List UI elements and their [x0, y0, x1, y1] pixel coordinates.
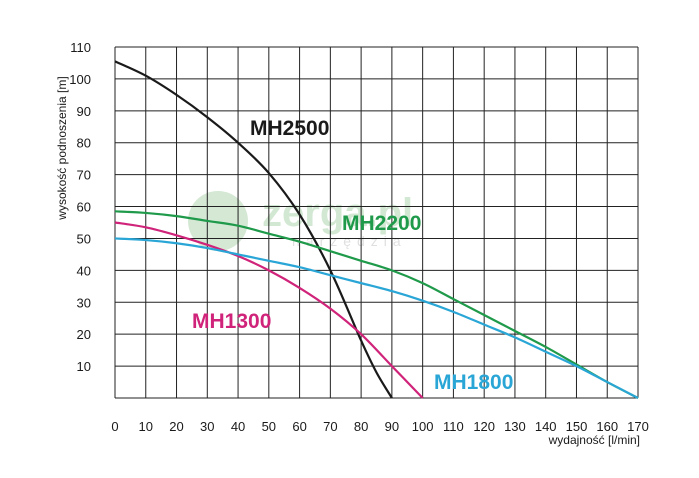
x-tick-label: 130: [504, 419, 526, 434]
series-label-mh2200: MH2200: [342, 212, 421, 235]
y-tick-label: 60: [77, 200, 91, 215]
x-tick-labels: 0 10 20 30 40 50 60 70 80 90 100 110 120 130 140 150 160…: [111, 419, 648, 434]
y-tick-label: 30: [77, 295, 91, 310]
x-tick-label: 170: [627, 419, 649, 434]
chart-grid: [114, 46, 639, 399]
series-line-mh1300: [114, 221, 424, 399]
x-tick-label: 110: [443, 419, 464, 434]
y-axis-title: wysokość podnoszenia [m]: [55, 76, 69, 220]
y-tick-label: 40: [77, 263, 91, 278]
series-label-mh1300: MH1300: [192, 310, 271, 333]
x-tick-label: 20: [169, 419, 183, 434]
x-tick-label: 0: [111, 419, 118, 434]
y-tick-label: 50: [77, 231, 91, 246]
x-tick-label: 70: [323, 419, 337, 434]
x-tick-label: 10: [139, 419, 153, 434]
x-tick-label: 100: [412, 419, 434, 434]
y-tick-label: 20: [77, 327, 91, 342]
watermark-tagline: narzędzia: [292, 233, 407, 249]
x-tick-label: 150: [566, 419, 588, 434]
series-label-mh1800: MH1800: [434, 371, 513, 394]
x-axis-title: wydajność [l/min]: [548, 433, 640, 447]
x-tick-label: 90: [385, 419, 399, 434]
x-tick-label: 120: [473, 419, 495, 434]
y-tick-label: 90: [77, 104, 91, 119]
y-tick-label: 110: [70, 40, 91, 55]
series-label-mh2500: MH2500: [250, 117, 329, 140]
series-lines: [114, 60, 639, 399]
series-labels: MH2500 MH2200 MH1300 MH1800: [192, 117, 513, 394]
x-tick-label: 30: [200, 419, 214, 434]
y-tick-label: 10: [77, 359, 91, 374]
x-tick-label: 60: [292, 419, 306, 434]
series-line-mh2200: [114, 210, 639, 399]
y-tick-label: 80: [77, 136, 91, 151]
x-tick-label: 40: [231, 419, 245, 434]
watermark-brand: zerga.pl: [262, 191, 413, 235]
y-tick-label: 70: [77, 168, 91, 183]
x-tick-label: 80: [354, 419, 368, 434]
watermark-logo: [188, 191, 248, 251]
y-tick-label: 100: [69, 72, 91, 87]
series-line-mh1800: [114, 237, 639, 399]
watermark: zerga.pl narzędzia: [188, 191, 413, 251]
x-tick-label: 140: [535, 419, 557, 434]
x-tick-label: 160: [596, 419, 618, 434]
series-line-mh2500: [114, 60, 393, 399]
x-tick-label: 50: [262, 419, 276, 434]
y-tick-labels: 10 20 30 40 50 60 70 80 90 100 110: [69, 40, 91, 374]
